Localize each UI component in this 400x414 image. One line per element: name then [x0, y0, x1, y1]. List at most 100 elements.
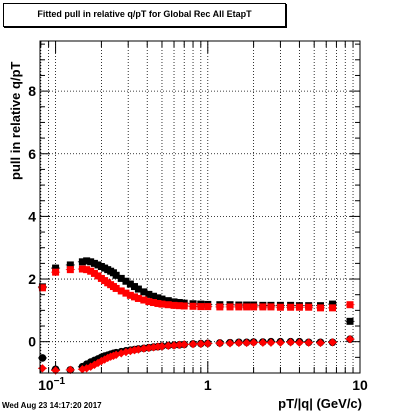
- tick-labels: 0 2 4 6 8 10−1 1 10: [28, 83, 368, 393]
- data-point: [180, 340, 189, 349]
- data-point: [122, 289, 130, 297]
- data-point: [164, 341, 173, 350]
- y-tick-label: 8: [28, 83, 36, 99]
- data-point: [134, 345, 143, 354]
- y-tick-label: 0: [28, 334, 36, 350]
- data-point: [131, 283, 139, 291]
- grid: [40, 41, 361, 373]
- data-point: [204, 303, 212, 311]
- chart-title: Fitted pull in relative q/pT for Global …: [37, 9, 252, 19]
- data-point: [328, 338, 337, 347]
- data-point: [305, 303, 313, 311]
- x-tick-label: 10: [352, 377, 368, 393]
- data-point: [140, 296, 148, 304]
- data-point: [316, 338, 325, 348]
- series-1: [37, 265, 355, 312]
- data-point: [38, 354, 47, 362]
- data-point: [158, 300, 166, 308]
- x-tick-label-exponent: −1: [54, 376, 66, 387]
- data-point: [234, 338, 244, 348]
- data-point: [139, 344, 149, 353]
- data-point: [158, 295, 166, 303]
- data-point: [287, 303, 295, 311]
- data-point: [117, 287, 125, 295]
- timestamp: Wed Aug 23 14:17:20 2017: [2, 401, 102, 410]
- data-point: [226, 303, 234, 311]
- data-point: [150, 299, 158, 307]
- y-axis-label: pull in relative q/pT: [8, 61, 23, 180]
- data-point: [203, 339, 212, 348]
- data-point: [52, 264, 60, 272]
- data-point: [130, 345, 139, 355]
- data-point: [83, 257, 91, 265]
- data-point: [66, 266, 74, 274]
- data-point: [169, 341, 179, 350]
- data-point: [154, 294, 162, 302]
- data-point: [164, 301, 172, 309]
- data-point: [97, 356, 106, 366]
- data-point: [175, 302, 183, 310]
- data-point: [346, 317, 354, 325]
- data-point: [235, 303, 243, 311]
- data-point: [126, 291, 134, 299]
- data-point: [112, 271, 120, 279]
- data-point: [134, 294, 142, 302]
- data-point: [170, 301, 178, 309]
- data-point: [295, 303, 303, 311]
- data-point: [250, 303, 258, 311]
- data-point: [87, 267, 95, 275]
- data-point: [346, 301, 354, 309]
- data-point: [131, 293, 139, 301]
- data-point: [242, 338, 251, 348]
- data-marks: [37, 257, 355, 375]
- data-point: [122, 277, 130, 285]
- data-point: [259, 303, 267, 311]
- data-point: [258, 338, 268, 347]
- x-tick-label: 10−1: [38, 376, 65, 393]
- data-point: [225, 339, 235, 348]
- data-point: [188, 339, 198, 349]
- data-point: [150, 292, 158, 300]
- data-point: [145, 290, 153, 298]
- data-point: [267, 303, 275, 311]
- data-point: [197, 303, 205, 311]
- data-point: [164, 297, 172, 305]
- series-3: [37, 334, 355, 375]
- data-point: [215, 339, 225, 348]
- data-point: [90, 269, 98, 277]
- data-point: [157, 342, 167, 351]
- data-point: [329, 304, 337, 312]
- x-tick-label: 1: [204, 377, 212, 393]
- data-point: [90, 259, 98, 267]
- y-tick-label: 2: [28, 271, 36, 287]
- data-point: [140, 288, 148, 296]
- data-point: [134, 285, 142, 293]
- data-point: [87, 258, 95, 266]
- data-point: [78, 258, 86, 266]
- data-point: [266, 338, 276, 347]
- chart-title-box: Fitted pull in relative q/pT for Global …: [3, 3, 286, 27]
- data-point: [196, 339, 206, 349]
- data-point: [216, 303, 224, 311]
- data-point: [66, 261, 74, 269]
- plot-frame: [39, 40, 361, 374]
- y-tick-label: 6: [28, 146, 36, 162]
- data-point: [189, 302, 197, 310]
- data-point: [329, 300, 337, 308]
- data-point: [276, 338, 285, 347]
- data-point: [175, 340, 184, 350]
- data-point: [180, 302, 188, 310]
- x-axis-label: pT/|q| (GeV/c): [278, 396, 362, 411]
- data-point: [145, 298, 153, 306]
- data-point: [112, 284, 120, 292]
- data-point: [126, 280, 134, 288]
- data-point: [52, 268, 60, 276]
- data-point: [83, 266, 91, 274]
- data-point: [78, 265, 86, 273]
- data-point: [304, 338, 313, 347]
- axis-ticks: [40, 41, 361, 374]
- data-point: [117, 274, 125, 282]
- data-point: [154, 299, 162, 307]
- data-point: [66, 365, 75, 375]
